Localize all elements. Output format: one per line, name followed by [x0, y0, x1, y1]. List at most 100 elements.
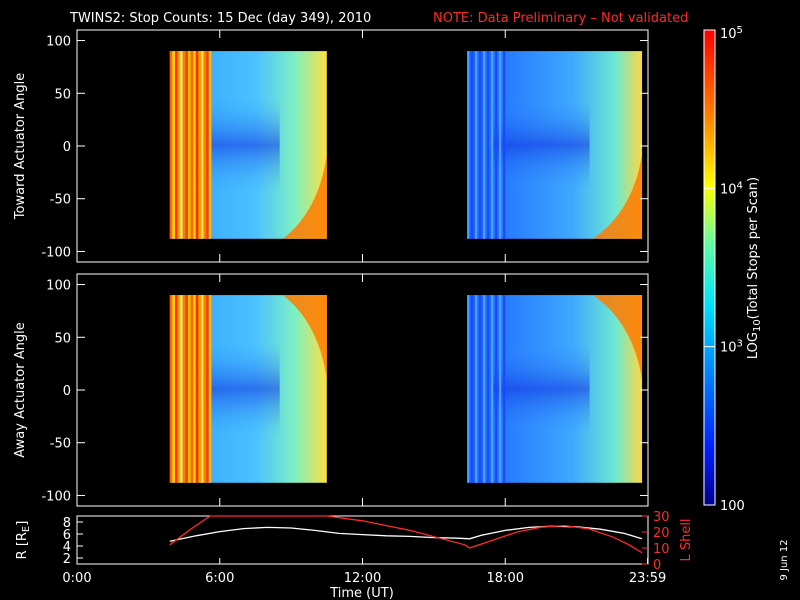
preliminary-note: NOTE: Data Preliminary – Not validated — [433, 11, 688, 26]
heatmap-stripe — [172, 51, 175, 239]
radius-line — [169, 525, 643, 542]
heatmap-stripe — [491, 295, 494, 483]
right-tick-label: 0 — [653, 558, 661, 573]
heatmap-stripe — [475, 51, 478, 239]
heatmap-stripe — [200, 295, 204, 483]
heatmap-stripe — [487, 295, 490, 483]
right-tick-label: 20 — [653, 526, 670, 541]
heatmap-stripe — [208, 295, 212, 483]
heatmap-stripe — [206, 295, 209, 483]
heatmap-stripe — [499, 295, 502, 483]
heatmap-stripe — [187, 51, 191, 239]
heatmap-stripe — [172, 295, 175, 483]
heatmap-stripe — [193, 51, 196, 239]
orbit-plot-frame — [76, 515, 649, 565]
y-tick-label: 0 — [63, 384, 71, 399]
heatmap-stripe — [483, 51, 486, 239]
heatmap-stripe — [177, 51, 181, 239]
heatmap-stripe — [471, 295, 474, 483]
toward-ylabel: Toward Actuator Angle — [13, 73, 28, 220]
y-tick-label: 100 — [46, 279, 71, 294]
heatmap-low-region — [493, 342, 590, 436]
heatmap-stripe — [169, 295, 173, 483]
x-tick-label: 6:00 — [205, 571, 234, 586]
heatmap-stripe — [467, 295, 470, 483]
heatmap-stripe — [503, 51, 506, 239]
x-tick-label: 18:00 — [487, 571, 524, 586]
heatmap-stripe — [195, 295, 199, 483]
lshell-line — [169, 515, 643, 554]
heatmap-hot-corner — [282, 295, 327, 380]
heatmap-stripe — [479, 295, 482, 483]
y-tick-label: 0 — [63, 140, 71, 155]
away-heatmap-panel: 100 50 0 -50 -100 Away Actuator Angle — [13, 273, 649, 507]
heatmap-stripe — [200, 51, 204, 239]
orbit-right-ylabel: L Shell — [679, 518, 694, 561]
colorbar-label: LOG10(Total Stops per Scan) — [746, 177, 763, 359]
orbit-left-ylabel: R [RE] — [15, 521, 32, 560]
y-tick-label: -100 — [41, 245, 71, 260]
y-tick-label: 50 — [54, 331, 71, 346]
heatmap-stripe — [180, 51, 183, 239]
heatmap-low-region — [493, 98, 590, 192]
orbit-x-ticks: 0:00 6:00 12:00 18:00 23:59 — [62, 30, 666, 586]
orbit-series — [169, 515, 643, 554]
y-tick-label: -50 — [50, 193, 71, 208]
heatmap-stripe — [182, 51, 186, 239]
heatmap-stripe — [195, 51, 199, 239]
heatmap-stripe — [483, 295, 486, 483]
heatmap-hot-corner — [593, 295, 643, 380]
time-xlabel: Time (UT) — [329, 586, 394, 600]
y-tick-label: -100 — [41, 489, 71, 504]
toward-data-blocks — [169, 51, 643, 239]
heatmap-stripe — [471, 51, 474, 239]
heatmap-stripe — [182, 295, 186, 483]
heatmap-stripe — [185, 51, 188, 239]
heatmap-stripe — [499, 51, 502, 239]
colorbar: 100 103 104 105 LOG10(Total Stops per Scan) — [703, 25, 763, 514]
toward-y-ticks: 100 50 0 -50 -100 — [41, 35, 648, 260]
away-y-ticks: 100 50 0 -50 -100 — [41, 279, 648, 504]
heatmap-stripe — [487, 51, 490, 239]
y-tick-label: -50 — [50, 437, 71, 452]
heatmap-stripe — [174, 295, 178, 483]
heatmap-stripe — [475, 295, 478, 483]
heatmap-stripe — [174, 51, 178, 239]
colorbar-fill — [704, 30, 715, 505]
heatmap-stripe — [185, 295, 188, 483]
right-tick-label: 30 — [653, 510, 670, 525]
heatmap-stripe — [177, 295, 181, 483]
heatmap-hot-corner — [282, 154, 327, 239]
away-data-blocks — [169, 295, 643, 483]
colorbar-tick-label: 104 — [720, 180, 743, 197]
x-tick-label: 0:00 — [62, 571, 91, 586]
heatmap-stripe — [169, 51, 173, 239]
heatmap-stripe — [479, 51, 482, 239]
heatmap-stripe — [198, 51, 201, 239]
heatmap-stripe — [203, 295, 207, 483]
left-tick-label: 6 — [63, 528, 71, 543]
heatmap-stripe — [198, 295, 201, 483]
heatmap-stripe — [180, 295, 183, 483]
toward-heatmap-panel: 100 50 0 -50 -100 Toward Actuator Angle — [13, 29, 649, 263]
heatmap-stripe — [495, 51, 498, 239]
heatmap-stripe — [187, 295, 191, 483]
heatmap-stripe — [206, 51, 209, 239]
left-tick-label: 4 — [63, 540, 71, 555]
left-tick-label: 8 — [63, 516, 71, 531]
date-stamp: 9 Jun 12 — [779, 539, 790, 580]
colorbar-tick-label: 105 — [720, 25, 743, 42]
y-tick-label: 50 — [54, 87, 71, 102]
chart-title: TWINS2: Stop Counts: 15 Dec (day 349), 2… — [69, 11, 371, 26]
heatmap-stripe — [495, 295, 498, 483]
heatmap-stripe — [491, 51, 494, 239]
heatmap-stripe — [467, 51, 470, 239]
colorbar-tick-label: 103 — [720, 339, 743, 356]
heatmap-hot-corner — [593, 154, 643, 239]
x-tick-label: 23:59 — [629, 571, 666, 586]
heatmap-stripe — [203, 51, 207, 239]
